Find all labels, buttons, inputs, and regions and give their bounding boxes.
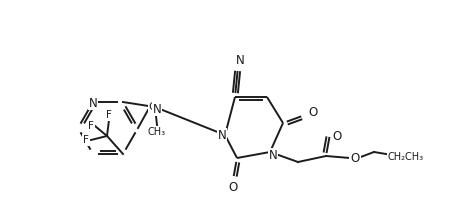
Text: O: O [332,129,342,143]
Text: N: N [236,53,244,66]
Text: F: F [83,135,89,145]
Text: O: O [350,152,360,165]
Text: N: N [153,102,161,116]
Text: F: F [106,110,112,120]
Text: F: F [88,121,94,131]
Text: Cl: Cl [149,102,159,112]
Text: N: N [269,148,278,162]
Text: N: N [89,97,97,109]
Text: O: O [228,181,237,194]
Text: CH₂CH₃: CH₂CH₃ [388,152,424,162]
Text: CH₃: CH₃ [148,127,166,137]
Text: O: O [308,106,318,119]
Text: N: N [218,128,226,141]
